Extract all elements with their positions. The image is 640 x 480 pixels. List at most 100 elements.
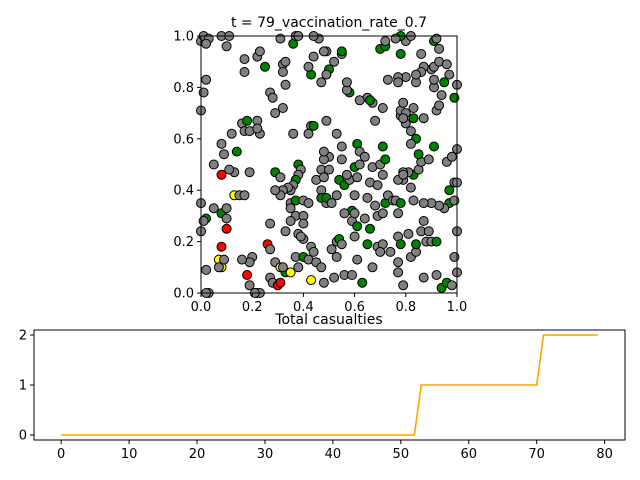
scatter-point <box>444 69 455 80</box>
scatter-point <box>446 151 457 162</box>
scatter-x-tick-label: 0.6 <box>344 300 365 315</box>
scatter-point <box>357 277 368 288</box>
scatter-point <box>231 146 242 157</box>
scatter-point <box>418 216 429 226</box>
scatter-point <box>298 218 309 229</box>
scatter-point <box>398 169 409 180</box>
scatter-point <box>326 244 337 255</box>
scatter-point <box>418 198 429 209</box>
scatter-point <box>280 226 291 237</box>
scatter-point <box>434 43 445 54</box>
casualties-y-tick-label: 2 <box>19 329 27 344</box>
scatter-point <box>349 231 360 242</box>
scatter-point <box>393 208 404 219</box>
scatter-point <box>359 213 370 224</box>
scatter-point <box>221 213 232 224</box>
scatter-point <box>413 149 424 160</box>
scatter-point <box>395 239 406 250</box>
scatter-point <box>321 69 332 80</box>
scatter-point <box>398 97 409 108</box>
scatter-point <box>416 49 427 59</box>
scatter-point <box>285 216 296 226</box>
casualties-x-tick-label: 60 <box>460 447 477 462</box>
scatter-point <box>398 280 409 291</box>
scatter-point <box>408 195 419 206</box>
scatter-point <box>331 252 342 262</box>
scatter-point <box>375 246 386 257</box>
scatter-y-tick-label: 0.6 <box>173 132 194 147</box>
scatter-point <box>331 128 342 139</box>
scatter-point <box>370 200 381 211</box>
scatter-point <box>418 272 429 283</box>
scatter-point <box>365 223 375 234</box>
scatter-point <box>436 90 447 101</box>
scatter-point <box>201 74 212 85</box>
scatter-point <box>277 67 288 77</box>
scatter-point <box>441 59 452 70</box>
scatter-point <box>224 164 235 175</box>
scatter-point <box>352 221 363 232</box>
scatter-point <box>362 239 373 250</box>
scatter-point <box>336 154 347 165</box>
casualties-x-tick-label: 20 <box>189 447 206 462</box>
scatter-point <box>324 164 334 175</box>
scatter-point <box>411 69 421 80</box>
scatter-point <box>377 103 388 113</box>
scatter-point <box>244 167 255 178</box>
casualties-x-tick-label: 10 <box>121 447 138 462</box>
scatter-point <box>270 108 281 119</box>
scatter-point <box>201 38 212 49</box>
scatter-point <box>316 262 327 273</box>
scatter-point <box>265 218 276 229</box>
scatter-point <box>393 267 404 278</box>
scatter-point <box>275 33 286 44</box>
scatter-point <box>398 113 409 124</box>
scatter-point <box>306 275 317 286</box>
scatter-point <box>239 67 250 77</box>
scatter-point <box>275 277 286 288</box>
scatter-point <box>336 239 347 250</box>
casualties-x-tick-label: 80 <box>596 447 613 462</box>
scatter-point <box>318 46 329 57</box>
scatter-point <box>293 262 304 273</box>
scatter-point <box>367 262 378 273</box>
scatter-point <box>405 182 416 193</box>
scatter-point <box>280 56 291 67</box>
scatter-point <box>372 180 383 191</box>
scatter-point <box>288 128 299 139</box>
scatter-point <box>295 231 306 242</box>
scatter-point <box>329 56 340 67</box>
scatter-point <box>446 280 457 291</box>
scatter-point <box>239 190 250 201</box>
scatter-y-tick-label: 0.4 <box>173 184 194 199</box>
scatter-y-axis: 0.0 0.2 0.4 0.6 0.8 1.0 <box>173 30 201 302</box>
scatter-point <box>318 277 329 288</box>
scatter-title: t = 79_vaccination_rate_0.7 <box>231 15 427 31</box>
scatter-point <box>308 246 319 257</box>
scatter-point <box>308 51 319 62</box>
scatter-point <box>285 267 296 278</box>
scatter-point <box>377 141 388 152</box>
scatter-point <box>326 198 337 209</box>
scatter-point <box>239 54 250 65</box>
scatter-point <box>252 123 263 134</box>
scatter-point <box>308 120 319 131</box>
scatter-point <box>365 95 375 106</box>
scatter-point <box>408 113 419 124</box>
scatter-point <box>423 226 434 237</box>
scatter-point <box>221 223 232 234</box>
scatter-point <box>237 254 247 265</box>
scatter-point <box>377 208 388 219</box>
scatter-point <box>254 46 265 57</box>
scatter-point <box>303 61 314 72</box>
scatter-point <box>318 146 329 157</box>
scatter-point <box>329 272 340 283</box>
casualties-line <box>61 334 598 436</box>
casualties-x-tick-label: 0 <box>57 447 65 462</box>
scatter-point <box>277 262 288 273</box>
scatter-point <box>439 77 450 88</box>
scatter-point <box>370 115 381 126</box>
scatter-point <box>411 239 421 250</box>
casualties-x-tick-label: 30 <box>257 447 274 462</box>
